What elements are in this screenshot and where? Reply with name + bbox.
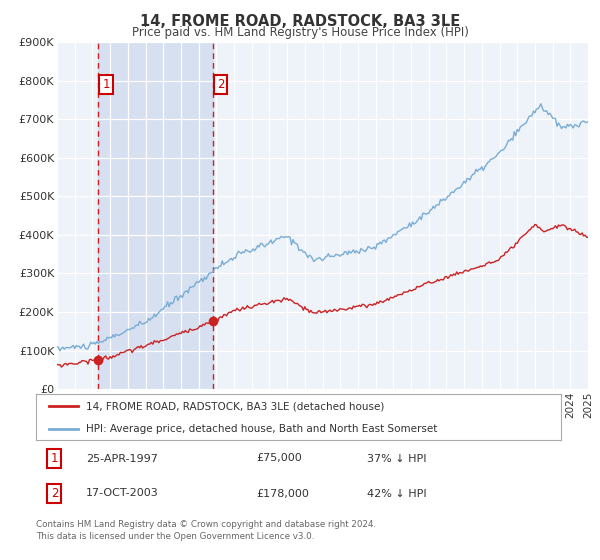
Text: 2: 2 xyxy=(50,487,58,500)
Bar xyxy=(98,42,212,389)
Text: HPI: Average price, detached house, Bath and North East Somerset: HPI: Average price, detached house, Bath… xyxy=(86,424,437,434)
Text: 37% ↓ HPI: 37% ↓ HPI xyxy=(367,454,426,464)
Text: 14, FROME ROAD, RADSTOCK, BA3 3LE (detached house): 14, FROME ROAD, RADSTOCK, BA3 3LE (detac… xyxy=(86,401,384,411)
Text: 2: 2 xyxy=(217,78,224,91)
Text: Contains HM Land Registry data © Crown copyright and database right 2024.: Contains HM Land Registry data © Crown c… xyxy=(36,520,376,529)
Text: 17-OCT-2003: 17-OCT-2003 xyxy=(86,488,158,498)
Text: 14, FROME ROAD, RADSTOCK, BA3 3LE: 14, FROME ROAD, RADSTOCK, BA3 3LE xyxy=(140,14,460,29)
Text: Price paid vs. HM Land Registry's House Price Index (HPI): Price paid vs. HM Land Registry's House … xyxy=(131,26,469,39)
Text: £75,000: £75,000 xyxy=(257,454,302,464)
Text: 42% ↓ HPI: 42% ↓ HPI xyxy=(367,488,427,498)
Text: 1: 1 xyxy=(103,78,110,91)
Text: 1: 1 xyxy=(50,452,58,465)
Text: £178,000: £178,000 xyxy=(257,488,310,498)
Text: 25-APR-1997: 25-APR-1997 xyxy=(86,454,158,464)
Text: This data is licensed under the Open Government Licence v3.0.: This data is licensed under the Open Gov… xyxy=(36,532,314,541)
